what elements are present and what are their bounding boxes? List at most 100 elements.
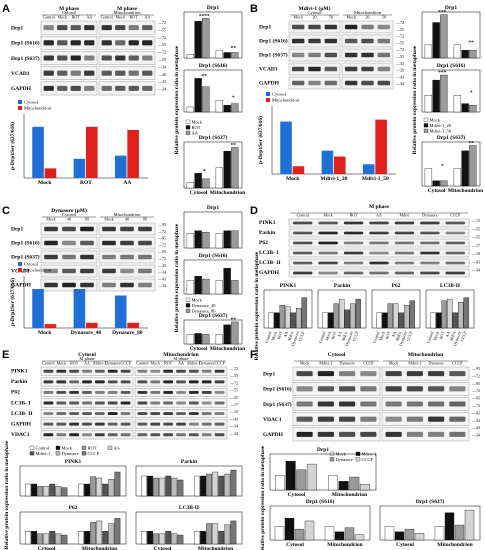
lane-label: AA — [178, 361, 184, 366]
data-bar — [452, 312, 458, 329]
western-band — [176, 380, 186, 384]
western-band — [293, 271, 313, 275]
western-band — [138, 282, 152, 288]
western-band — [428, 416, 445, 422]
data-bar — [202, 178, 210, 189]
western-band — [102, 268, 116, 274]
data-bar — [165, 531, 172, 545]
western-band — [406, 401, 423, 407]
blot-strip — [292, 412, 381, 427]
lane-label: Mock — [104, 217, 113, 222]
legend-entry: Mitochondrion — [272, 98, 300, 103]
plot-frame — [379, 505, 481, 541]
western-band — [163, 380, 174, 384]
western-band — [361, 52, 374, 58]
data-bar — [453, 168, 462, 187]
bar-chart-C-1: Drp1 (S616) — [183, 252, 243, 295]
western-band — [214, 433, 225, 437]
western-band — [137, 390, 148, 394]
data-bar — [414, 533, 425, 541]
bar-chart-A-2: Drp1 (S637) * Cytosol ** Mitochondrion — [183, 134, 245, 196]
legend-entry: Cytosol — [272, 92, 287, 97]
western-band — [57, 25, 68, 31]
western-band — [120, 412, 131, 416]
data-bar — [206, 473, 213, 497]
blot-row-label: Drp1 (S637) — [11, 254, 40, 261]
western-band — [360, 371, 377, 377]
chart-title: LC3B-II — [179, 505, 199, 511]
western-band — [43, 380, 54, 384]
data-bar — [127, 130, 139, 178]
legend-swatch — [18, 262, 22, 266]
panel-letter: E — [2, 349, 9, 361]
western-band — [150, 390, 161, 394]
western-band — [449, 371, 466, 377]
data-bar — [165, 475, 172, 497]
x-tick-label: Mdivi — [340, 330, 348, 342]
western-band — [188, 433, 199, 437]
blot-strip — [381, 397, 470, 411]
data-bar — [90, 522, 97, 545]
legend-swatch — [29, 451, 35, 456]
legend-swatch — [266, 92, 270, 96]
western-band — [291, 80, 305, 86]
data-bar — [212, 471, 219, 497]
western-band — [70, 55, 81, 61]
lane-label: Mdivi-1 — [408, 361, 421, 366]
x-tick-label: CCCP — [297, 330, 305, 342]
blot-group-sublabel: M phase — [79, 356, 94, 361]
kda-marker: —95 — [471, 381, 480, 386]
western-band — [128, 40, 139, 46]
western-band — [344, 52, 358, 58]
western-band — [318, 241, 338, 245]
blot-strip — [381, 412, 470, 427]
data-bar — [186, 334, 195, 345]
lane-label: ROT — [72, 15, 81, 20]
western-band — [84, 70, 95, 76]
data-bar — [461, 103, 469, 113]
data-bar — [268, 312, 274, 329]
plot-frame — [183, 259, 243, 295]
x-tick-label: Dynasore — [344, 330, 354, 346]
western-band — [201, 380, 212, 384]
significance-mark: ** — [231, 317, 237, 323]
significance-mark: ** — [231, 143, 237, 149]
legend-swatch — [185, 308, 191, 313]
western-band — [339, 431, 356, 437]
significance-mark: *** — [438, 10, 447, 16]
western-band — [214, 369, 225, 373]
western-band — [62, 226, 76, 232]
data-bar — [469, 105, 477, 113]
western-band — [62, 268, 76, 274]
bar-chart-B-0: Drp1***** — [421, 5, 481, 59]
legend-entry: Control — [36, 445, 51, 450]
plot-frame — [135, 511, 243, 545]
kda-marker: —55 — [157, 27, 166, 32]
lane-label: Control — [297, 213, 310, 218]
blot-group-sublabel: Mitochondrion — [114, 212, 142, 217]
data-bar — [223, 324, 231, 345]
blot-group-sublabel: M phase — [173, 356, 188, 361]
panel-letter: B — [250, 3, 258, 15]
western-band — [188, 390, 199, 394]
blot-row-label: Parkin — [259, 230, 275, 236]
x-group-label: Mitochondrion — [210, 346, 245, 352]
blot-row-label: Drp1 (S616) — [263, 386, 292, 393]
western-band — [361, 80, 374, 86]
data-bar — [324, 526, 335, 541]
data-bar — [31, 531, 37, 545]
blot-row-label: GAPDH — [11, 86, 32, 92]
kda-marker: —95 — [471, 396, 480, 401]
data-bar — [202, 86, 210, 113]
blot-row-label: PINK1 — [11, 369, 28, 375]
bar-chart-C-2: Drp1 (S637) Cytosol ** Mitochondrion — [183, 312, 245, 352]
kda-marker: —43 — [395, 74, 404, 79]
kda-marker: —17 — [229, 402, 238, 407]
western-band — [201, 433, 212, 437]
western-band — [291, 66, 305, 72]
data-bar — [404, 528, 415, 541]
western-band — [318, 221, 338, 225]
data-bar — [432, 79, 440, 113]
blot-strip — [292, 366, 381, 381]
kda-marker: —34 — [471, 268, 480, 273]
